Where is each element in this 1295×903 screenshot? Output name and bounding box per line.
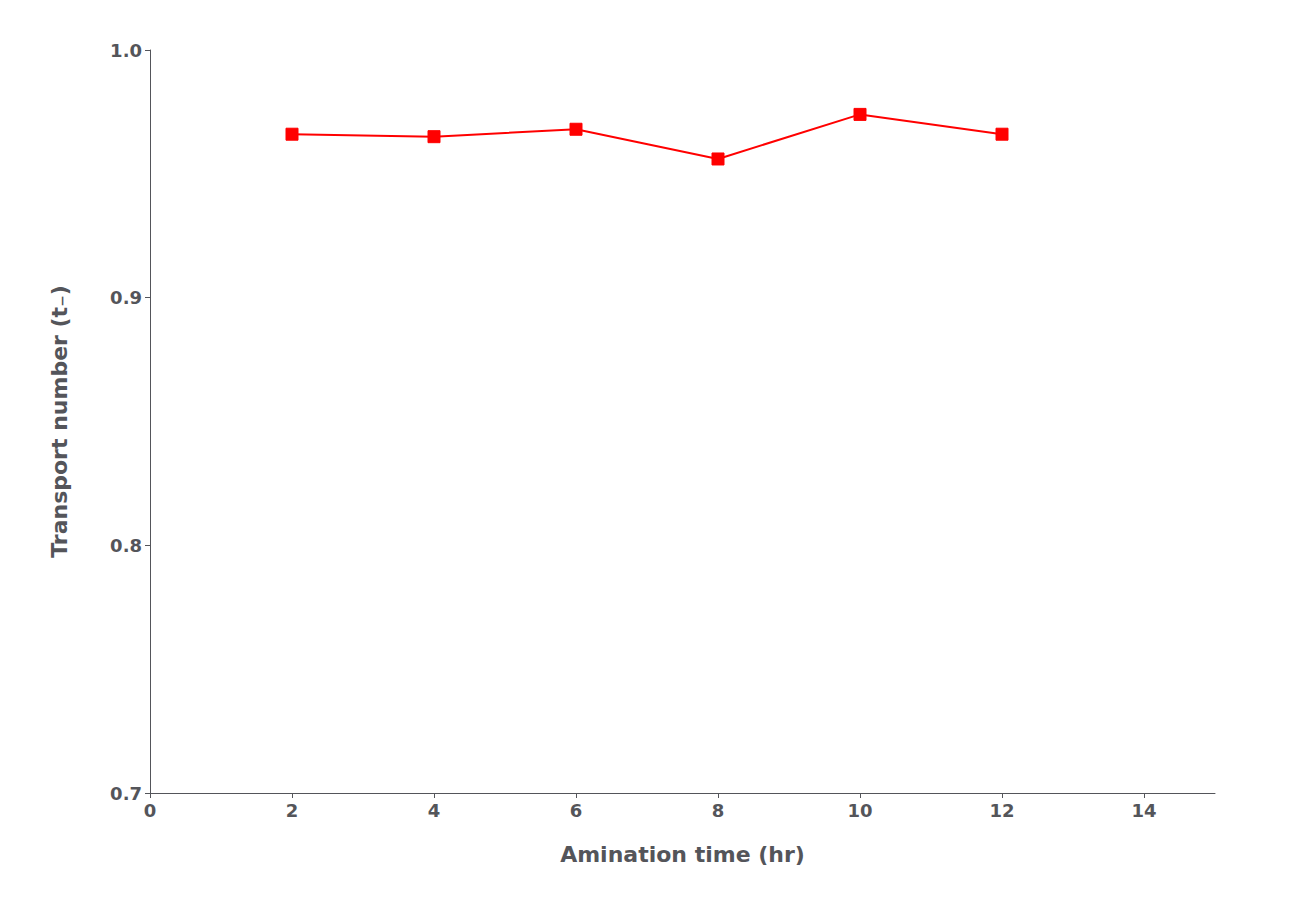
svg-text:0.7: 0.7 (110, 783, 142, 804)
svg-text:1.0: 1.0 (110, 40, 142, 61)
svg-text:4: 4 (428, 800, 441, 821)
svg-text:12: 12 (989, 800, 1014, 821)
svg-text:2: 2 (286, 800, 299, 821)
svg-text:14: 14 (1131, 800, 1156, 821)
svg-text:6: 6 (570, 800, 583, 821)
svg-text:0.8: 0.8 (110, 535, 142, 556)
svg-text:10: 10 (847, 800, 872, 821)
svg-text:8: 8 (712, 800, 725, 821)
svg-text:Amination time (hr): Amination time (hr) (560, 842, 805, 867)
svg-text:Transport number (t₋): Transport number (t₋) (47, 285, 72, 558)
svg-text:0: 0 (144, 800, 157, 821)
svg-text:0.9: 0.9 (110, 287, 142, 308)
